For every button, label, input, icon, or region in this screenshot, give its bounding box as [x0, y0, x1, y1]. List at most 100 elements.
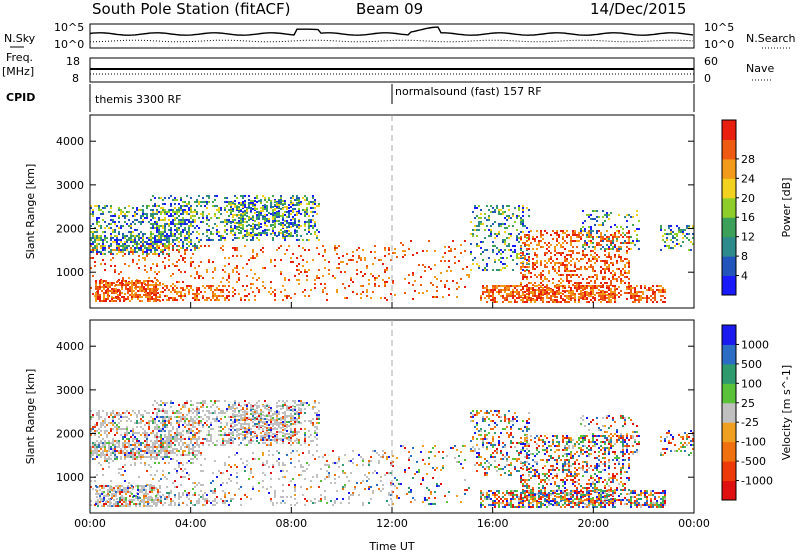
echo-cell — [470, 251, 472, 253]
echo-cell — [102, 454, 104, 456]
echo-cell — [156, 432, 158, 434]
echo-cell — [218, 289, 220, 291]
echo-cell — [112, 229, 114, 231]
echo-cell — [202, 438, 204, 440]
echo-cell — [98, 239, 100, 241]
echo-cell — [590, 285, 592, 287]
echo-cell — [244, 200, 246, 202]
echo-cell — [568, 295, 570, 297]
echo-cell — [116, 432, 118, 434]
echo-cell — [96, 430, 98, 432]
echo-cell — [614, 224, 616, 226]
echo-cell — [352, 259, 354, 261]
echo-cell — [670, 231, 672, 233]
echo-cell — [294, 218, 296, 220]
echo-cell — [136, 241, 138, 243]
echo-cell — [508, 295, 510, 297]
echo-cell — [278, 418, 280, 420]
echo-cell — [604, 238, 606, 240]
echo-cell — [518, 285, 520, 287]
echo-cell — [138, 432, 140, 434]
echo-cell — [506, 293, 508, 295]
echo-cell — [584, 244, 586, 246]
echo-cell — [132, 440, 134, 442]
echo-cell — [188, 237, 190, 239]
echo-cell — [672, 247, 674, 249]
echo-cell — [96, 249, 98, 251]
echo-cell — [184, 404, 186, 406]
echo-cell — [182, 209, 184, 211]
echo-cell — [512, 289, 514, 291]
echo-cell — [145, 280, 147, 282]
echo-cell — [620, 272, 622, 274]
echo-cell — [482, 241, 484, 243]
echo-cell — [204, 245, 206, 247]
echo-cell — [554, 264, 556, 266]
echo-cell — [158, 211, 160, 213]
echo-cell — [508, 237, 510, 239]
echo-cell — [134, 223, 136, 225]
echo-cell — [548, 250, 550, 252]
echo-cell — [604, 272, 606, 274]
echo-cell — [97, 294, 99, 296]
echo-cell — [522, 221, 524, 223]
echo-cell — [306, 213, 308, 215]
echo-cell — [534, 291, 536, 293]
echo-cell — [588, 230, 590, 232]
echo-cell — [290, 406, 292, 408]
echo-cell — [230, 442, 232, 444]
echo-cell — [366, 289, 368, 291]
echo-cell — [136, 263, 138, 265]
echo-cell — [156, 223, 158, 225]
echo-cell — [122, 247, 124, 249]
echo-cell — [536, 262, 538, 264]
echo-cell — [198, 247, 200, 249]
echo-cell — [282, 200, 284, 202]
echo-cell — [164, 424, 166, 426]
echo-cell — [116, 239, 118, 241]
echo-cell — [644, 285, 646, 287]
echo-cell — [540, 276, 542, 278]
echo-cell — [128, 277, 130, 279]
echo-cell — [600, 238, 602, 240]
echo-cell — [164, 231, 166, 233]
echo-cell — [110, 422, 112, 424]
echo-cell — [306, 279, 308, 281]
echo-cell — [542, 234, 544, 236]
echo-cell — [478, 205, 480, 207]
echo-cell — [512, 259, 514, 261]
nsearch-label: N.Search — [746, 32, 796, 45]
echo-cell — [142, 205, 144, 207]
echo-cell — [650, 295, 652, 297]
echo-cell — [130, 233, 132, 235]
echo-cell — [280, 232, 282, 234]
echo-cell — [119, 300, 121, 302]
echo-cell — [286, 208, 288, 210]
echo-cell — [636, 238, 638, 240]
echo-cell — [520, 295, 522, 297]
echo-cell — [596, 258, 598, 260]
echo-cell — [156, 265, 158, 267]
echo-cell — [158, 235, 160, 237]
echo-cell — [470, 269, 472, 271]
echo-cell — [626, 232, 628, 234]
echo-cell — [258, 222, 260, 224]
echo-cell — [172, 448, 174, 450]
echo-cell — [256, 218, 258, 220]
echo-cell — [156, 416, 158, 418]
echo-cell — [362, 249, 364, 251]
echo-cell — [198, 195, 200, 197]
echo-cell — [504, 299, 506, 301]
echo-cell — [584, 293, 586, 295]
echo-cell — [564, 268, 566, 270]
echo-cell — [174, 434, 176, 436]
echo-cell — [624, 242, 626, 244]
echo-cell — [118, 207, 120, 209]
echo-cell — [104, 221, 106, 223]
echo-cell — [472, 259, 474, 261]
echo-cell — [634, 287, 636, 289]
echo-cell — [190, 285, 192, 287]
echo-cell — [670, 225, 672, 227]
echo-cell — [262, 281, 264, 283]
echo-cell — [200, 291, 202, 293]
